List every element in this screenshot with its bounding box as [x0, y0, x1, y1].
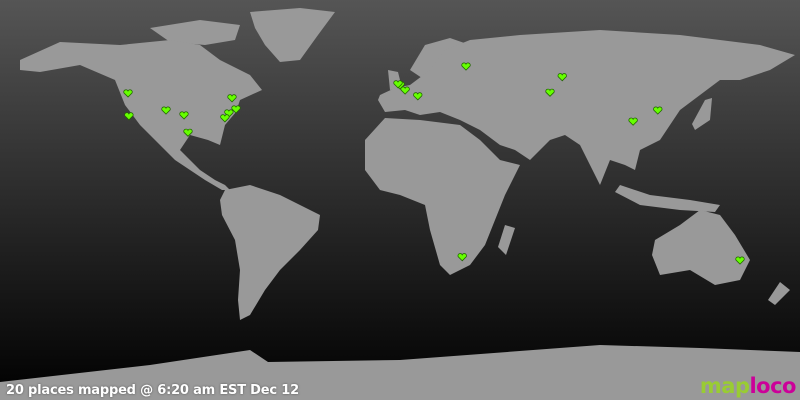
- south-america: [220, 185, 320, 320]
- north-america: [20, 40, 262, 190]
- logo-part-map: map: [699, 374, 750, 398]
- eurasia: [378, 30, 795, 185]
- new-zealand: [768, 282, 790, 305]
- antarctica: [0, 345, 800, 400]
- africa: [365, 118, 520, 275]
- japan: [692, 98, 712, 130]
- places-mapped-caption: 20 places mapped @ 6:20 am EST Dec 12: [6, 383, 299, 398]
- maploco-logo[interactable]: maploco: [699, 374, 797, 398]
- madagascar: [498, 225, 515, 255]
- arctic-islands: [150, 20, 240, 45]
- australia: [652, 210, 750, 285]
- logo-part-loco: loco: [749, 374, 796, 398]
- land: [0, 8, 800, 400]
- indonesia: [615, 185, 720, 212]
- greenland: [250, 8, 335, 62]
